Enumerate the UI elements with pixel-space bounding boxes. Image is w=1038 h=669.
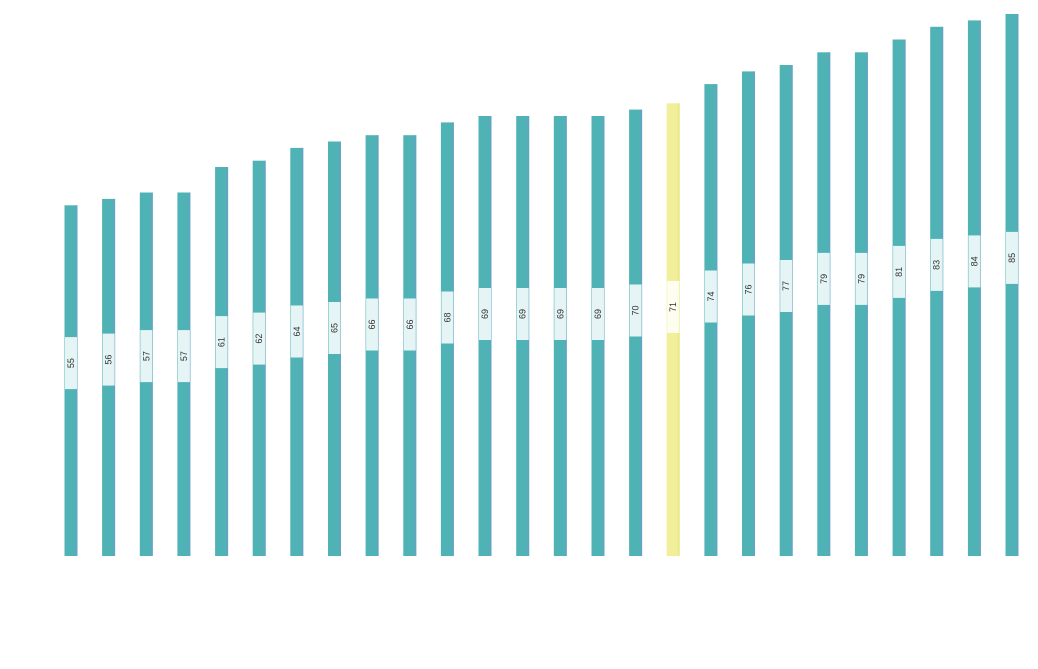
value-label-box bbox=[140, 330, 153, 383]
bar-edge bbox=[1016, 14, 1019, 556]
value-label: 57 bbox=[179, 351, 189, 361]
value-label: 70 bbox=[631, 305, 641, 315]
value-label-box bbox=[629, 284, 642, 337]
value-label: 79 bbox=[856, 274, 866, 284]
value-label: 61 bbox=[217, 337, 227, 347]
bars-group bbox=[64, 14, 1019, 557]
value-label: 69 bbox=[593, 309, 603, 319]
bar-edge bbox=[941, 26, 944, 557]
bar bbox=[930, 26, 944, 557]
value-label: 62 bbox=[254, 334, 264, 344]
value-label: 71 bbox=[668, 302, 678, 312]
value-label: 76 bbox=[744, 284, 754, 294]
value-label: 69 bbox=[480, 309, 490, 319]
value-label: 85 bbox=[1007, 253, 1017, 263]
value-label: 69 bbox=[518, 309, 528, 319]
value-label-box bbox=[253, 312, 266, 365]
value-label-box bbox=[817, 252, 830, 305]
value-label-box bbox=[855, 252, 868, 305]
value-label: 66 bbox=[367, 319, 377, 329]
value-label-box bbox=[366, 298, 379, 351]
value-label-box bbox=[554, 288, 567, 340]
value-label: 77 bbox=[781, 281, 791, 291]
value-label: 79 bbox=[819, 274, 829, 284]
value-label-box bbox=[780, 260, 793, 312]
value-label: 81 bbox=[894, 267, 904, 277]
value-label-box bbox=[704, 270, 717, 323]
value-label-box bbox=[328, 302, 341, 354]
bar bbox=[967, 20, 981, 556]
value-label: 55 bbox=[66, 358, 76, 368]
value-label-box bbox=[930, 238, 943, 291]
value-label: 84 bbox=[969, 256, 979, 266]
value-label-box bbox=[479, 288, 491, 340]
value-label: 74 bbox=[706, 291, 716, 301]
value-label: 83 bbox=[932, 260, 942, 270]
value-label: 65 bbox=[330, 323, 340, 333]
value-label: 64 bbox=[292, 326, 302, 336]
value-label-box bbox=[1006, 231, 1018, 284]
value-label-box bbox=[177, 330, 190, 383]
value-label: 56 bbox=[104, 355, 114, 365]
value-label-box bbox=[102, 333, 115, 386]
value-label: 69 bbox=[555, 309, 565, 319]
value-label: 57 bbox=[141, 351, 151, 361]
value-label-box bbox=[667, 281, 680, 333]
value-label: 68 bbox=[442, 312, 452, 322]
value-label: 66 bbox=[405, 319, 415, 329]
value-label-box bbox=[893, 245, 906, 298]
value-label-box bbox=[403, 298, 416, 351]
value-label-box bbox=[742, 263, 755, 316]
value-label-box bbox=[516, 288, 529, 340]
bar-edge bbox=[978, 20, 981, 556]
value-labels-group: 55 56 57 57 61 62 64 65 66 66 68 69 69 69 69 70 71 74 76 77… bbox=[65, 231, 1018, 390]
value-label-box bbox=[441, 291, 454, 344]
value-label-box bbox=[290, 305, 303, 358]
value-label-box bbox=[592, 288, 604, 340]
value-label-box bbox=[968, 235, 981, 288]
value-label-box bbox=[215, 316, 228, 369]
value-label-box bbox=[65, 337, 77, 390]
bar bbox=[1005, 14, 1019, 556]
